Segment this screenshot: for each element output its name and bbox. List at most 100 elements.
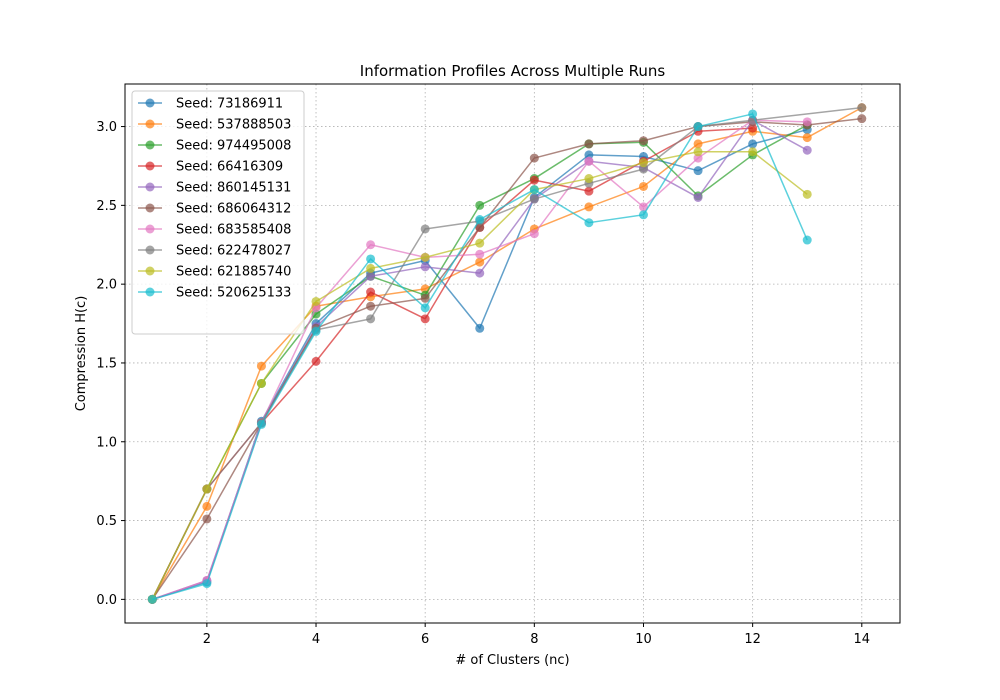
data-point — [529, 153, 539, 163]
x-tick-label: 8 — [530, 632, 538, 647]
data-point — [529, 185, 539, 195]
data-point — [529, 194, 539, 204]
data-point — [693, 153, 703, 163]
data-point — [202, 501, 212, 511]
legend-entry: Seed: 621885740 — [138, 265, 291, 280]
x-tick-label: 12 — [744, 632, 761, 647]
data-point — [311, 296, 321, 306]
data-point — [366, 240, 376, 250]
legend-label: Seed: 622478027 — [176, 244, 291, 259]
data-point — [584, 218, 594, 228]
data-point — [420, 314, 430, 324]
legend-entry: Seed: 974495008 — [138, 139, 291, 154]
data-point — [748, 109, 758, 119]
x-tick-label: 4 — [312, 632, 320, 647]
legend-swatch-marker — [145, 224, 155, 234]
data-point — [693, 192, 703, 202]
data-point — [366, 271, 376, 281]
data-point — [748, 147, 758, 157]
data-point — [311, 326, 321, 336]
series-group — [147, 103, 867, 604]
series-10 — [147, 109, 812, 604]
data-point — [311, 356, 321, 366]
legend-label: Seed: 683585408 — [176, 223, 291, 238]
legend-swatch-marker — [145, 245, 155, 255]
legend-label: Seed: 73186911 — [176, 97, 283, 112]
data-point — [475, 215, 485, 225]
x-tick-label: 2 — [203, 632, 211, 647]
data-point — [748, 139, 758, 149]
data-point — [638, 136, 648, 146]
data-point — [475, 200, 485, 210]
legend-swatch-marker — [145, 287, 155, 297]
y-axis-ticks: 0.0 0.5 1.0 1.5 2.0 2.5 3.0 — [96, 120, 125, 608]
data-point — [256, 419, 266, 429]
x-tick-label: 14 — [854, 632, 871, 647]
legend-entry: Seed: 73186911 — [138, 97, 283, 112]
data-point — [693, 166, 703, 176]
legend-swatch-marker — [145, 203, 155, 213]
data-point — [420, 293, 430, 303]
y-tick-label: 2.0 — [96, 278, 117, 293]
data-point — [475, 238, 485, 248]
data-point — [693, 122, 703, 132]
data-point — [475, 222, 485, 232]
data-point — [420, 224, 430, 234]
legend-entry: Seed: 860145131 — [138, 181, 291, 196]
legend-entry: Seed: 520625133 — [138, 286, 291, 301]
y-tick-label: 1.0 — [96, 435, 117, 450]
y-tick-label: 0.0 — [96, 593, 117, 608]
legend-swatch-marker — [145, 161, 155, 171]
data-point — [584, 150, 594, 160]
legend-label: Seed: 537888503 — [176, 118, 291, 133]
data-point — [256, 378, 266, 388]
data-point — [638, 181, 648, 191]
data-point — [584, 202, 594, 212]
data-point — [584, 156, 594, 166]
x-axis-label: # of Clusters (nc) — [455, 653, 569, 668]
legend: Seed: 73186911 Seed: 537888503 Seed: 97449… — [131, 90, 305, 335]
data-point — [584, 139, 594, 149]
data-point — [366, 254, 376, 264]
data-point — [693, 147, 703, 157]
legend-swatch-marker — [145, 119, 155, 129]
legend-swatch-marker — [145, 140, 155, 150]
y-tick-label: 0.5 — [96, 514, 117, 529]
data-point — [475, 257, 485, 267]
data-point — [584, 186, 594, 196]
data-point — [202, 514, 212, 524]
data-point — [529, 175, 539, 185]
data-point — [475, 249, 485, 259]
legend-entry: Seed: 66416309 — [138, 160, 283, 175]
data-point — [475, 323, 485, 333]
legend-entry: Seed: 622478027 — [138, 244, 291, 259]
axes-frame — [124, 83, 901, 624]
data-point — [638, 210, 648, 220]
data-point — [802, 189, 812, 199]
x-tick-label: 6 — [421, 632, 429, 647]
data-point — [638, 158, 648, 168]
data-point — [420, 252, 430, 262]
data-point — [693, 139, 703, 149]
data-point — [857, 103, 867, 113]
data-point — [420, 303, 430, 313]
legend-swatch-marker — [145, 98, 155, 108]
y-tick-label: 3.0 — [96, 120, 117, 135]
data-point — [366, 314, 376, 324]
data-point — [802, 235, 812, 245]
data-point — [366, 263, 376, 273]
data-point — [802, 133, 812, 143]
data-point — [802, 117, 812, 127]
legend-label: Seed: 686064312 — [176, 202, 291, 217]
legend-swatch-marker — [145, 266, 155, 276]
data-point — [857, 114, 867, 124]
data-point — [366, 301, 376, 311]
legend-label: Seed: 520625133 — [176, 286, 291, 301]
y-tick-label: 1.5 — [96, 356, 117, 371]
data-point — [202, 579, 212, 589]
data-point — [366, 287, 376, 297]
legend-entry: Seed: 686064312 — [138, 202, 291, 217]
data-point — [802, 145, 812, 155]
data-point — [420, 262, 430, 272]
